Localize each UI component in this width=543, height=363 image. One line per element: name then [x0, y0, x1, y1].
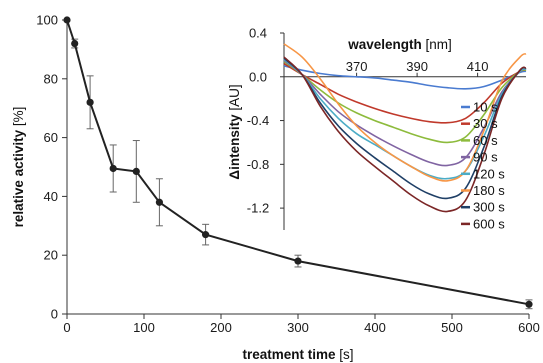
spectrum-line	[283, 59, 527, 167]
y-tick-label: 0	[51, 307, 58, 322]
x-axis-label-main: treatment time	[242, 347, 336, 362]
data-point	[71, 39, 79, 48]
main-chart: 0 20 40 60 80 100 0 100 200 300 400 500 600 relative …	[11, 13, 540, 363]
x-tick-label: 100	[133, 320, 155, 335]
y-tick-label: 100	[36, 13, 58, 28]
spectrum-line	[283, 57, 527, 200]
inset-y-axis-label: Δintensity [AU]	[227, 84, 242, 179]
legend-label: 10 s	[473, 100, 498, 115]
x-axis-label: treatment time [s]	[242, 347, 353, 362]
spectrum-line	[283, 43, 527, 182]
inset-chart: 0.4 0.0 -0.4 -0.8 -1.2 370 390 410 wavelength [n…	[227, 26, 527, 231]
legend-label: 300 s	[473, 200, 505, 215]
legend-label: 180 s	[473, 183, 505, 198]
x-tick-label: 0	[63, 320, 70, 335]
data-point	[132, 167, 140, 176]
inset-x-axis-label: wavelength [nm]	[347, 37, 452, 52]
data-point	[294, 257, 302, 265]
x-axis-label-unit: [s]	[336, 347, 354, 362]
data-point	[86, 98, 94, 106]
y-axis-label-main: relative activity	[11, 129, 26, 227]
inset-x-axis-label-main: wavelength	[347, 37, 422, 52]
data-point	[155, 198, 163, 206]
x-tick-label: 200	[210, 320, 232, 335]
y-tick-label: 40	[44, 189, 58, 204]
inset-y-axis-label-main: Δintensity	[227, 114, 242, 180]
inset-y-tick-label: 0.4	[249, 26, 267, 41]
spectrum-line	[283, 65, 527, 90]
inset-x-tick-label: 410	[467, 59, 489, 74]
x-tick-label: 400	[364, 320, 386, 335]
y-axis-label-unit: [%]	[11, 107, 26, 130]
inset-x-tick-label: 370	[346, 59, 368, 74]
inset-y-tick-label: -1.2	[247, 201, 269, 216]
y-tick-label: 60	[44, 130, 58, 145]
inset-x-tick-label: 390	[406, 59, 428, 74]
data-point	[63, 16, 71, 24]
legend-label: 600 s	[473, 216, 505, 231]
spectrum-line	[283, 56, 527, 213]
x-tick-label: 300	[287, 320, 309, 335]
legend-label: 60 s	[473, 133, 498, 148]
legend-label: 120 s	[473, 166, 505, 181]
legend-label: 30 s	[473, 116, 498, 131]
inset-x-axis-label-unit: [nm]	[422, 37, 452, 52]
y-tick-label: 20	[44, 248, 58, 263]
x-tick-label: 500	[441, 320, 463, 335]
y-tick-label: 80	[44, 71, 58, 86]
inset-y-tick-label: 0.0	[249, 69, 267, 84]
inset-y-tick-label: -0.4	[247, 113, 269, 128]
inset-y-axis-label-unit: [AU]	[227, 84, 242, 114]
x-tick-label: 600	[518, 320, 540, 335]
data-point	[109, 164, 117, 173]
y-axis-label: relative activity [%]	[11, 107, 26, 228]
inset-y-tick-label: -0.8	[247, 157, 269, 172]
data-point	[202, 231, 210, 239]
data-point	[525, 300, 533, 308]
legend-label: 90 s	[473, 150, 498, 165]
